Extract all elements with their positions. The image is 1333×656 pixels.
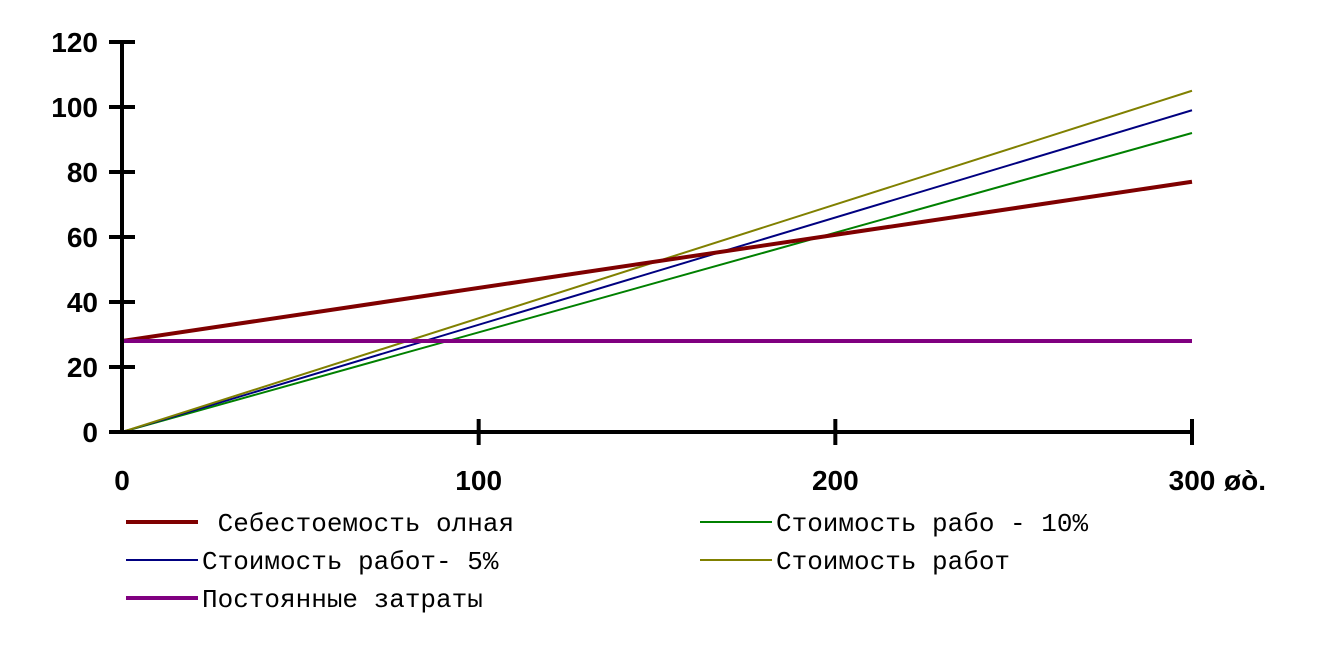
series-layer <box>121 89 1193 433</box>
x-tick-label: 0 <box>114 465 130 496</box>
x-unit-label: øò. <box>1224 465 1266 496</box>
legend-label: Стоимость работ <box>776 547 1010 577</box>
legend-label: Себестоемость олная <box>202 509 514 539</box>
legend-label: Стоимость работ- 5% <box>202 547 499 577</box>
ticks-layer: 0 20 40 60 80 100 120 0 100 200 300 øò. <box>51 27 1266 496</box>
axes-layer <box>120 42 1192 434</box>
legend-item: Постоянные затраты <box>126 585 483 615</box>
legend-item: Стоимость рабо - 10% <box>700 509 1088 539</box>
y-tick-label: 120 <box>51 27 98 58</box>
series-line-2 <box>121 109 1193 433</box>
y-tick-label: 100 <box>51 92 98 123</box>
y-tick-label: 40 <box>67 287 98 318</box>
y-tick-label: 80 <box>67 157 98 188</box>
series-line-1 <box>121 132 1193 433</box>
legend-label: Стоимость рабо - 10% <box>776 509 1088 539</box>
x-tick-label: 200 <box>812 465 859 496</box>
series-line-0 <box>121 179 1193 343</box>
y-tick-label: 20 <box>67 352 98 383</box>
legend-label: Постоянные затраты <box>202 585 483 615</box>
legend-item: Стоимость работ- 5% <box>126 547 499 577</box>
y-tick-label: 60 <box>67 222 98 253</box>
legend-item: Себестоемость олная <box>126 509 514 539</box>
y-tick-label: 0 <box>82 417 98 448</box>
legend-item: Стоимость работ <box>700 547 1010 577</box>
x-tick-label: 100 <box>455 465 502 496</box>
x-tick-label: 300 <box>1169 465 1216 496</box>
legend: Себестоемость олная Стоимость рабо - 10% С… <box>126 509 1088 615</box>
